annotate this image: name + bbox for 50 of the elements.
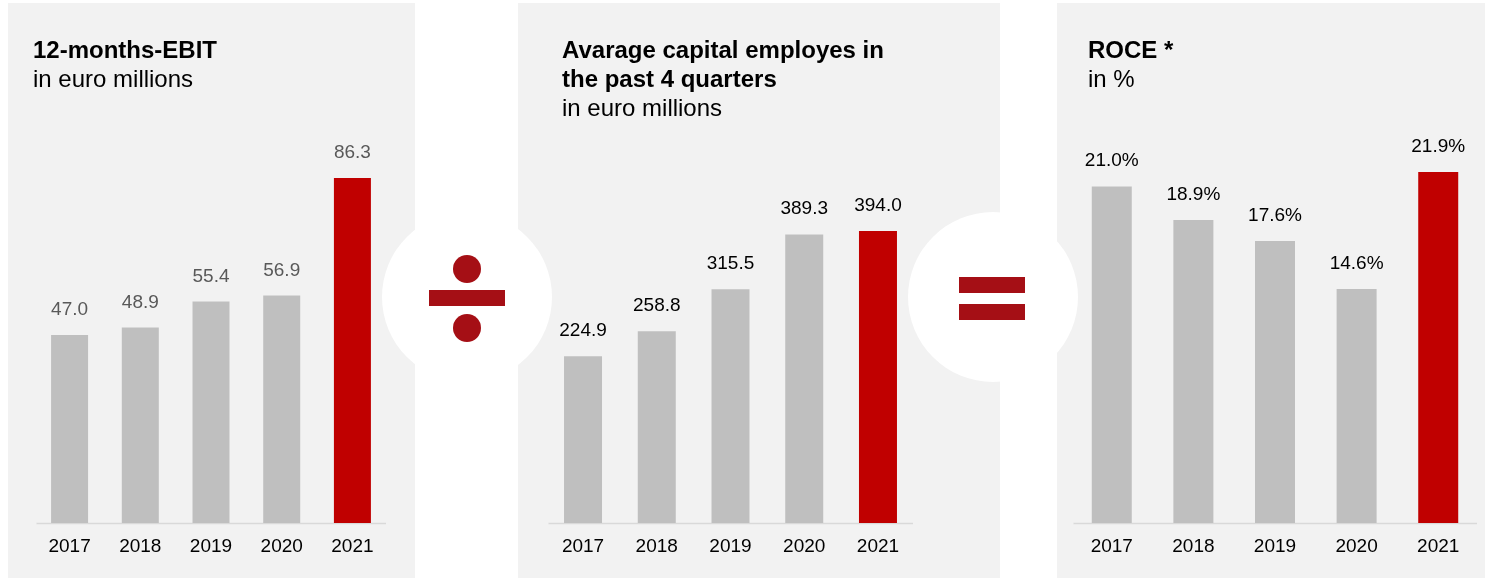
chart-subtitle: in % <box>1088 65 1135 92</box>
data-label: 48.9 <box>121 290 159 312</box>
bar <box>192 301 230 523</box>
x-tick-label: 2019 <box>1253 534 1297 556</box>
bar <box>564 356 603 523</box>
x-tick-label: 2020 <box>260 534 303 556</box>
x-tick-label: 2018 <box>635 534 678 556</box>
bar <box>785 234 824 523</box>
bar <box>711 289 750 523</box>
bar <box>333 178 371 523</box>
x-tick-label: 2019 <box>709 534 752 556</box>
x-tick-label: 2021 <box>856 534 900 556</box>
bar <box>1091 186 1132 523</box>
data-label: 21.9% <box>1411 135 1466 156</box>
bar <box>858 231 897 523</box>
chart-title: 12-months-EBIT <box>33 35 218 64</box>
x-tick-label: 2021 <box>331 534 374 556</box>
data-label: 55.4 <box>192 264 230 286</box>
bar <box>1255 240 1295 523</box>
chart-title: ROCE * <box>1088 35 1175 64</box>
data-label: 224.9 <box>559 319 607 341</box>
data-label: 258.8 <box>632 294 681 316</box>
data-label: 14.6% <box>1329 252 1384 273</box>
bar <box>121 327 159 523</box>
bar <box>263 295 301 523</box>
x-tick-label: 2018 <box>1172 534 1215 556</box>
x-tick-label: 2017 <box>48 534 91 556</box>
x-tick-label: 2020 <box>783 534 826 556</box>
data-label: 394.0 <box>854 194 902 215</box>
bar <box>1418 172 1459 523</box>
bar <box>1336 289 1377 523</box>
bar <box>51 335 89 523</box>
data-label: 47.0 <box>51 298 89 320</box>
x-tick-label: 2020 <box>1335 534 1378 556</box>
x-tick-label: 2019 <box>189 534 233 556</box>
chart-subtitle: in euro millions <box>562 94 723 121</box>
data-label: 315.5 <box>706 252 755 274</box>
x-tick-label: 2017 <box>1090 534 1133 556</box>
bar <box>637 331 676 523</box>
data-label: 21.0% <box>1084 149 1139 171</box>
data-label: 86.3 <box>333 141 371 162</box>
data-label: 56.9 <box>263 258 301 280</box>
x-tick-label: 2018 <box>119 534 162 556</box>
x-tick-label: 2021 <box>1417 534 1460 556</box>
bar <box>1173 220 1214 523</box>
data-label: 18.9% <box>1166 183 1221 205</box>
chart-subtitle: in euro millions <box>33 65 194 92</box>
data-label: 389.3 <box>780 197 829 219</box>
x-tick-label: 2017 <box>561 534 605 556</box>
data-label: 17.6% <box>1248 203 1303 225</box>
